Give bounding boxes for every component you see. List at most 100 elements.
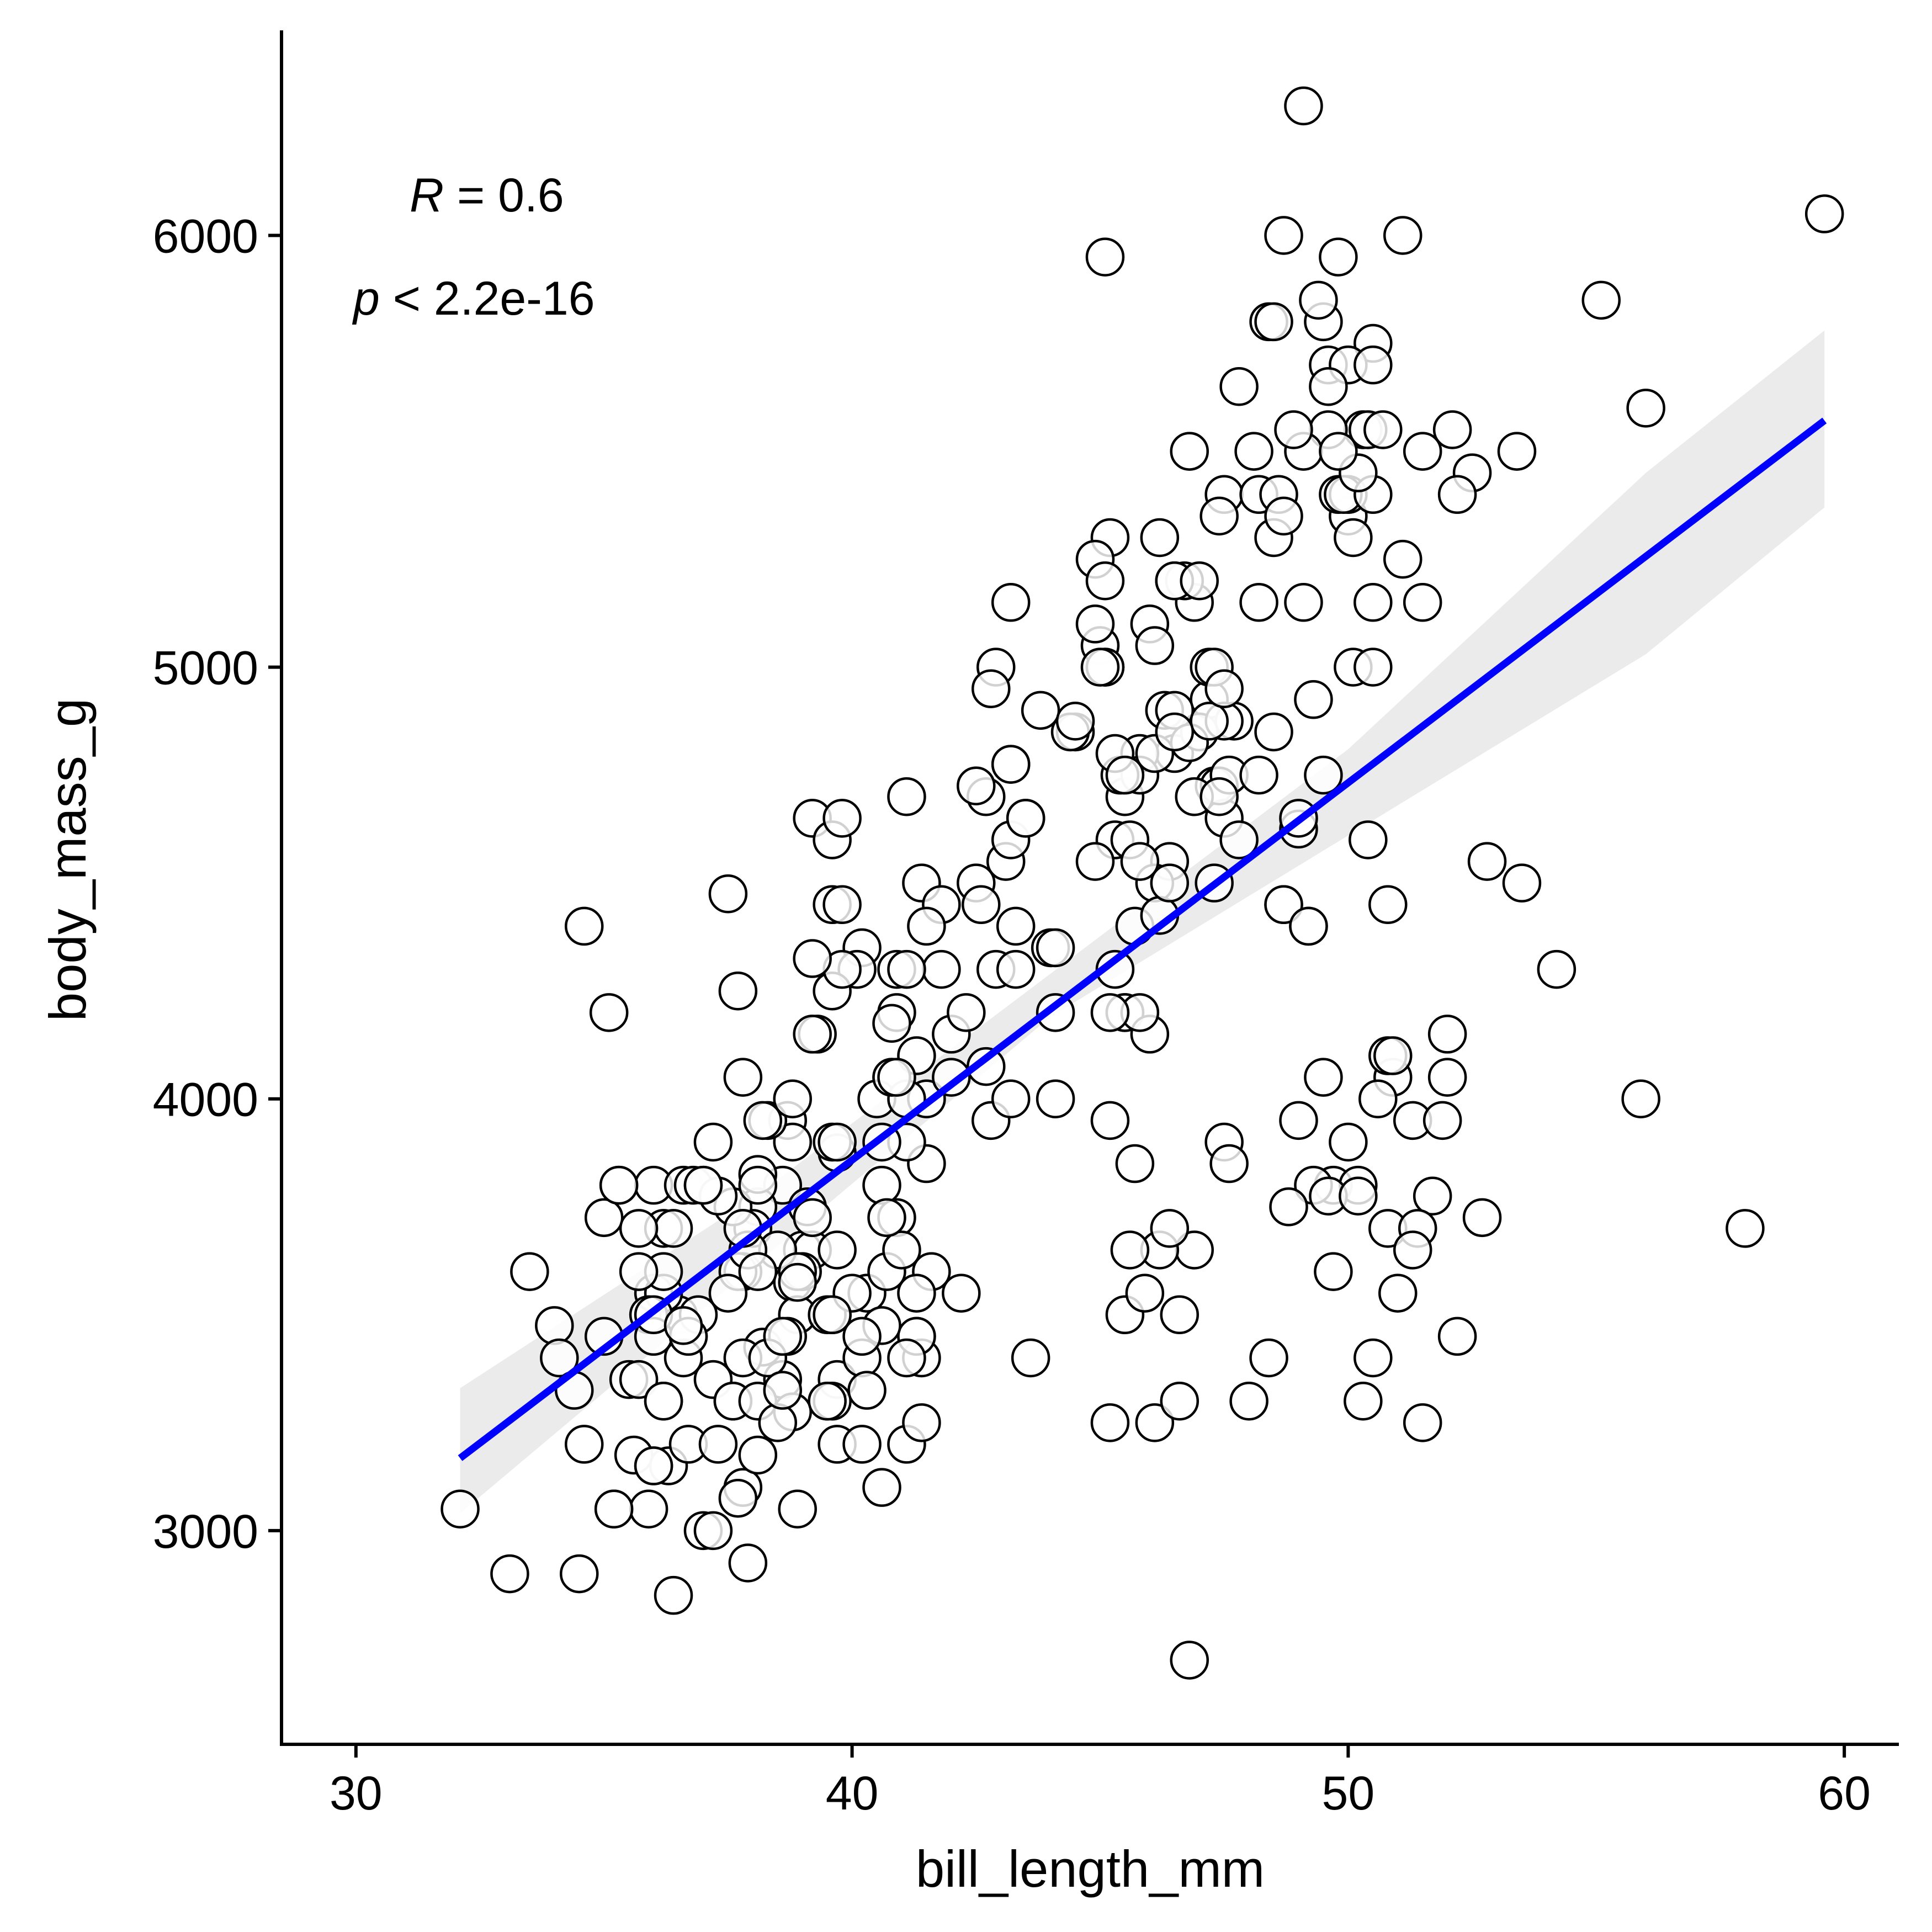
- data-point: [1170, 432, 1209, 471]
- data-point: [1393, 1230, 1432, 1270]
- regression-line-layer: [458, 417, 1827, 1461]
- data-point: [862, 1165, 901, 1205]
- data-point: [763, 1317, 803, 1356]
- data-point: [619, 1252, 659, 1291]
- data-point: [1160, 1295, 1199, 1335]
- data-point: [1090, 1101, 1130, 1140]
- data-point: [1140, 518, 1180, 558]
- y-tick-label: 3000: [153, 1505, 258, 1558]
- data-point: [818, 1230, 857, 1270]
- data-point: [490, 1554, 529, 1594]
- data-point: [1304, 1058, 1343, 1097]
- data-point: [1055, 702, 1095, 741]
- data-point: [996, 906, 1036, 946]
- data-point: [808, 1381, 847, 1421]
- data-point: [1085, 561, 1125, 601]
- data-point: [1413, 1176, 1452, 1216]
- data-point: [1105, 755, 1145, 795]
- data-point: [1090, 993, 1130, 1032]
- data-point: [887, 949, 926, 989]
- data-point: [723, 1058, 763, 1097]
- data-point: [1006, 799, 1045, 838]
- data-point: [1229, 1381, 1268, 1421]
- data-point: [718, 1478, 758, 1518]
- data-point: [922, 949, 961, 989]
- data-point: [1432, 410, 1472, 449]
- data-point: [1219, 367, 1259, 406]
- data-point: [813, 1295, 852, 1335]
- data-point: [1537, 949, 1577, 989]
- data-point: [1254, 302, 1293, 342]
- data-point: [589, 993, 629, 1032]
- data-point: [1383, 216, 1423, 255]
- data-point: [847, 1371, 887, 1410]
- r-symbol: R: [410, 169, 444, 222]
- data-point: [1190, 702, 1229, 741]
- data-point: [1299, 280, 1338, 320]
- data-point: [654, 1209, 693, 1248]
- data-point: [644, 1381, 683, 1421]
- p-value: < 2.2e-16: [380, 272, 595, 325]
- data-point: [1120, 842, 1160, 881]
- y-tick-label: 5000: [153, 642, 258, 695]
- data-point: [778, 1489, 817, 1528]
- data-point: [1378, 1273, 1418, 1313]
- data-point: [1085, 237, 1125, 277]
- data-point: [698, 1425, 738, 1464]
- y-tick-label: 4000: [153, 1074, 258, 1127]
- data-point: [1462, 1198, 1502, 1238]
- data-point: [1011, 1338, 1050, 1378]
- data-point: [842, 1425, 882, 1464]
- data-point: [738, 1252, 778, 1291]
- x-tick-label: 30: [330, 1767, 383, 1820]
- data-point: [510, 1252, 549, 1291]
- data-point: [1334, 518, 1373, 558]
- data-point: [1502, 863, 1542, 903]
- r-value: = 0.6: [444, 169, 564, 222]
- data-point: [693, 1511, 733, 1551]
- data-point: [1170, 1641, 1209, 1680]
- data-point: [1274, 410, 1313, 449]
- data-point: [1383, 539, 1423, 579]
- data-point: [962, 885, 1001, 925]
- data-point: [629, 1489, 668, 1528]
- x-tick-label: 60: [1818, 1767, 1871, 1820]
- regression-line: [458, 417, 1827, 1461]
- data-point: [1199, 496, 1239, 536]
- data-point: [654, 1575, 693, 1615]
- data-point: [1135, 1403, 1175, 1442]
- x-axis-title: bill_length_mm: [916, 1840, 1265, 1898]
- data-point: [1581, 280, 1621, 320]
- data-point: [1021, 691, 1060, 730]
- data-point: [1437, 1317, 1477, 1356]
- data-point: [1160, 1381, 1199, 1421]
- data-point: [1427, 1015, 1467, 1054]
- data-point: [565, 1425, 604, 1464]
- data-point: [773, 1079, 812, 1118]
- p-symbol: p: [352, 272, 380, 325]
- data-point: [991, 583, 1031, 622]
- data-point: [942, 1273, 981, 1313]
- data-point: [718, 971, 758, 1011]
- data-point: [1437, 475, 1477, 514]
- data-point: [991, 1079, 1031, 1118]
- data-point: [1626, 389, 1665, 428]
- data-point: [882, 1230, 921, 1270]
- data-point: [1180, 561, 1219, 601]
- data-point: [1150, 863, 1190, 903]
- data-point: [1467, 842, 1507, 881]
- data-point: [842, 1317, 882, 1356]
- data-point: [1095, 949, 1135, 989]
- data-point: [1239, 583, 1278, 622]
- data-point: [1125, 1273, 1165, 1313]
- data-point: [1075, 604, 1115, 644]
- data-point: [1329, 1122, 1368, 1162]
- data-point: [1403, 1403, 1442, 1442]
- data-point: [1204, 669, 1244, 708]
- data-point: [584, 1198, 624, 1238]
- data-point: [1080, 647, 1120, 687]
- data-point: [634, 1446, 673, 1485]
- data-point: [763, 1371, 803, 1410]
- data-point: [1289, 906, 1328, 946]
- data-point: [1294, 680, 1333, 719]
